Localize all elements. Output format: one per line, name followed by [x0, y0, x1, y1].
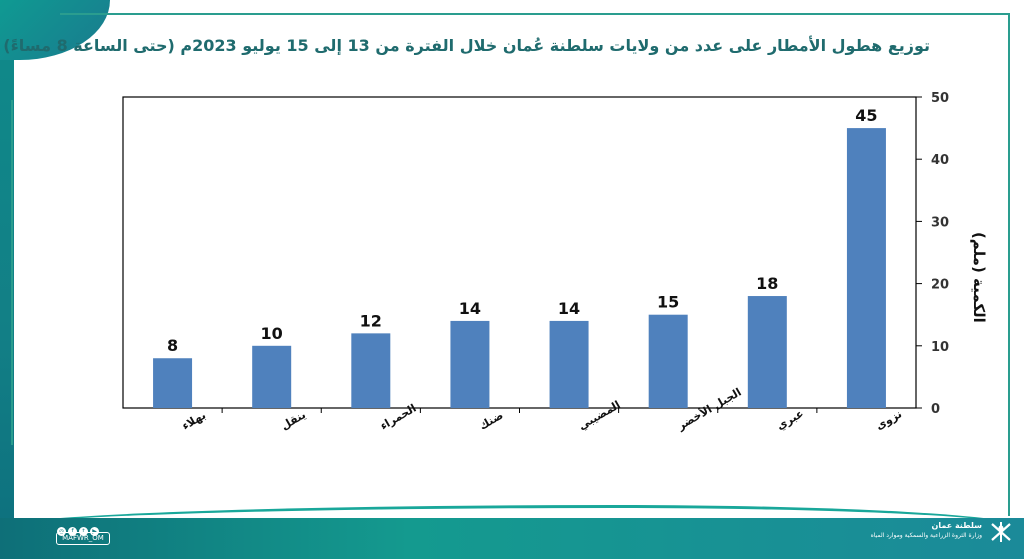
x-category-label: ضنك [477, 409, 505, 433]
bar [846, 128, 886, 408]
instagram-icon[interactable]: ◎ [57, 526, 66, 536]
frame-line-right [1008, 13, 1010, 516]
bar [450, 320, 490, 408]
y-tick-label: 50 [931, 91, 949, 106]
y-tick-label: 0 [931, 402, 940, 417]
x-category-label: بهلاء [180, 409, 208, 433]
y-tick-label: 30 [931, 215, 949, 230]
bar-data-label: 15 [657, 293, 679, 312]
bar-data-label: 14 [558, 299, 580, 318]
chart-title: توزيع هطول الأمطار على عدد من ولايات سلط… [3, 36, 930, 55]
bar-data-label: 14 [459, 299, 481, 318]
youtube-icon[interactable]: ▶ [90, 526, 99, 536]
bar-data-label: 45 [855, 106, 877, 125]
bar-data-label: 12 [360, 311, 382, 330]
bar [747, 296, 787, 408]
social-handle[interactable]: MAFWR_OM [56, 532, 110, 545]
oman-emblem-icon [991, 522, 1011, 542]
plot-area [122, 96, 917, 409]
y-tick-label: 40 [931, 153, 949, 168]
bar [153, 358, 193, 408]
ministry-name-block: سلطنة عمان وزارة الثروة الزراعية والسمكي… [820, 521, 982, 540]
bar [351, 333, 391, 408]
x-category-label: نزوى [873, 407, 904, 432]
left-decor-band [0, 0, 14, 559]
frame-line-left [11, 100, 13, 445]
y-tick-label: 20 [931, 278, 949, 293]
footer-wave [0, 505, 1024, 528]
footer-bar [0, 518, 1024, 559]
bar [252, 345, 292, 408]
bar [648, 314, 688, 408]
bar-data-label: 8 [167, 336, 178, 355]
x-category-label: ينقل [279, 408, 308, 432]
twitter-icon[interactable]: t [79, 526, 88, 536]
ministry-name: سلطنة عمان [931, 521, 983, 530]
ministry-subtitle: وزارة الثروة الزراعية والسمكية وموارد ال… [870, 532, 982, 539]
y-tick-label: 10 [931, 340, 949, 355]
social-icons: ◎ f t ▶ [57, 521, 107, 541]
bar-data-label: 18 [756, 274, 778, 293]
bar [549, 320, 589, 408]
y-axis-label: الكمية (ملم) [970, 232, 988, 323]
facebook-icon[interactable]: f [68, 526, 77, 536]
x-category-label: عبري [774, 407, 806, 433]
bar-data-label: 10 [261, 324, 283, 343]
frame-line-top [60, 13, 1010, 15]
